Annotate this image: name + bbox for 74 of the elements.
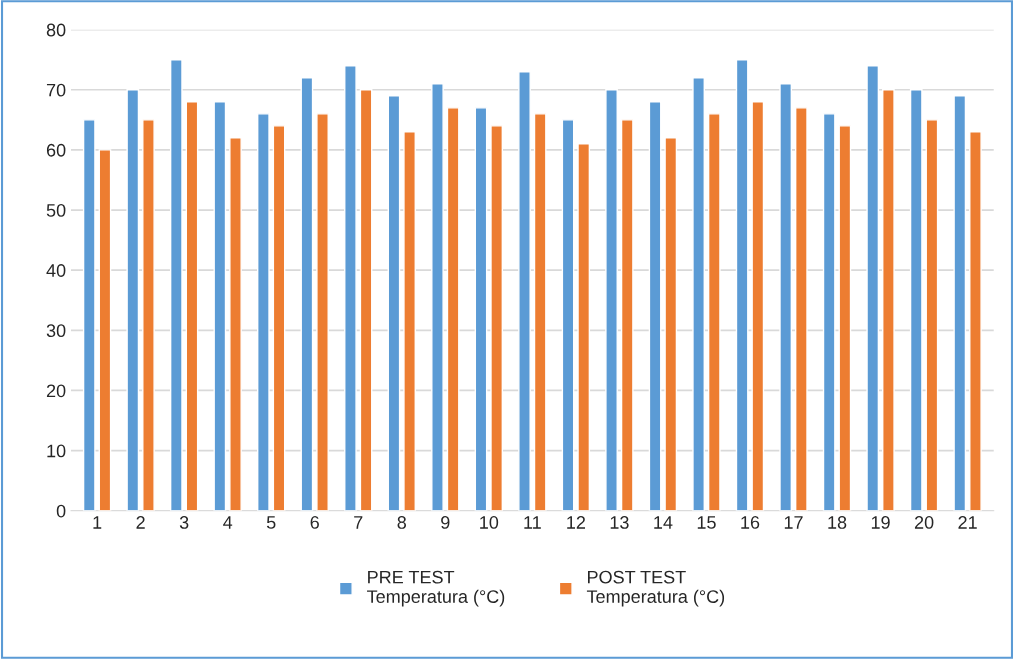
y-tick-label: 20 <box>46 384 66 398</box>
x-tick-label: 17 <box>784 516 803 529</box>
bar <box>403 131 416 511</box>
bar <box>213 101 227 511</box>
x-tick-label: 8 <box>397 516 407 529</box>
y-tick-label: 10 <box>47 444 66 458</box>
x-tick-label: 11 <box>524 516 541 529</box>
bar <box>664 137 678 511</box>
bar <box>882 89 895 511</box>
bar <box>185 101 199 511</box>
bar <box>969 131 982 511</box>
bar <box>822 113 836 511</box>
bar <box>359 89 373 511</box>
bar <box>751 101 765 511</box>
bar <box>838 125 852 511</box>
bar <box>707 113 721 511</box>
bar <box>866 65 880 511</box>
x-tick-label: 18 <box>828 516 847 529</box>
bar <box>577 143 591 511</box>
bar <box>925 119 939 511</box>
bar <box>316 113 329 511</box>
y-tick-label: 80 <box>46 23 66 37</box>
bar <box>490 125 504 511</box>
bar <box>344 65 357 511</box>
y-tick-label: 30 <box>46 324 66 338</box>
x-tick-label: 20 <box>914 516 934 529</box>
bar <box>229 137 242 511</box>
bar <box>794 107 808 511</box>
x-tick-label: 5 <box>266 516 276 529</box>
bar <box>909 89 923 511</box>
bar <box>257 113 270 511</box>
x-tick-label: 7 <box>354 516 363 529</box>
bar <box>142 119 155 511</box>
bar <box>518 71 531 511</box>
bar <box>387 95 401 511</box>
bar <box>620 119 634 511</box>
bar <box>126 89 140 511</box>
bar <box>561 119 575 511</box>
bar <box>169 59 183 511</box>
bar <box>735 59 749 511</box>
bar <box>98 149 112 511</box>
bar <box>533 113 547 511</box>
x-tick-label: 19 <box>871 516 890 529</box>
x-tick-label: 14 <box>654 516 673 529</box>
y-tick-label: 70 <box>46 83 66 97</box>
legend-label: POST TEST Temperatura (°C) <box>586 570 725 607</box>
x-tick-label: 3 <box>179 516 189 529</box>
bar <box>692 77 705 511</box>
legend-label: PRE TEST Temperatura (°C) <box>367 570 505 607</box>
x-tick-label: 12 <box>567 516 586 529</box>
bar <box>779 83 793 511</box>
x-tick-label: 9 <box>441 516 450 529</box>
y-tick-label: 0 <box>56 504 66 518</box>
bar <box>446 107 460 511</box>
bar <box>272 125 286 511</box>
y-tick-label: 50 <box>46 203 66 217</box>
bar <box>648 101 662 511</box>
x-tick-label: 1 <box>93 516 102 529</box>
x-tick-label: 15 <box>697 516 716 529</box>
x-tick-label: 10 <box>480 516 499 529</box>
bar <box>300 77 314 511</box>
x-tick-label: 16 <box>741 516 760 529</box>
x-tick-label: 6 <box>310 516 319 529</box>
x-tick-label: 4 <box>223 516 233 529</box>
x-tick-label: 21 <box>958 516 977 529</box>
bar <box>474 107 488 511</box>
bar <box>605 89 618 511</box>
bar <box>82 119 96 511</box>
y-tick-label: 60 <box>46 143 66 157</box>
x-tick-label: 2 <box>136 516 145 529</box>
y-tick-label: 40 <box>46 264 66 277</box>
bar <box>953 95 967 511</box>
bar <box>431 83 444 511</box>
x-tick-label: 13 <box>610 516 629 529</box>
